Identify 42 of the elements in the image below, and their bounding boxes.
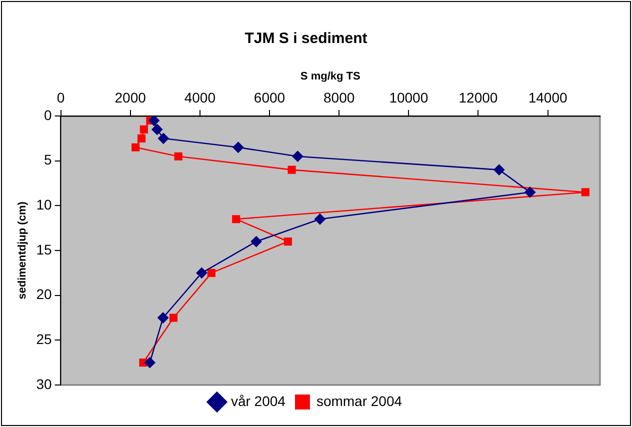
x-tick-label: 6000	[254, 89, 286, 106]
y-tick-label: 5	[44, 152, 52, 168]
x-tick-label: 12000	[458, 89, 498, 106]
point	[144, 357, 156, 368]
legend-label: sommar 2004	[316, 392, 402, 409]
point	[140, 125, 148, 134]
point	[174, 152, 182, 160]
point	[288, 166, 296, 174]
point	[158, 312, 169, 324]
point	[250, 236, 262, 248]
chart-title: TJM S i sediment	[244, 30, 368, 48]
y-tick-label: 25	[36, 331, 52, 348]
point	[207, 268, 216, 277]
y-tick-label: 30	[36, 376, 52, 392]
y-tick-label: 20	[36, 286, 52, 302]
y-axis-title: sedimentdjup (cm)	[16, 201, 29, 300]
point	[524, 186, 536, 198]
point	[232, 215, 240, 224]
x-tick-label: 14000	[528, 89, 568, 106]
point	[158, 132, 169, 144]
point	[292, 150, 304, 162]
x-tick-label: 0	[56, 89, 65, 106]
point	[152, 124, 163, 135]
point	[581, 188, 590, 196]
point	[314, 214, 326, 225]
point	[148, 116, 160, 126]
x-tick-label: 4000	[184, 89, 216, 106]
x-tick-label: 2000	[114, 89, 146, 106]
point	[169, 314, 178, 322]
point	[132, 143, 140, 152]
point	[196, 267, 208, 278]
y-tick-label: 15	[36, 241, 52, 258]
legend-label: vår 2004	[230, 392, 286, 409]
point	[284, 238, 292, 246]
point	[232, 142, 244, 153]
y-tick-label: 0	[44, 106, 52, 123]
point	[137, 134, 146, 142]
x-tick-label: 10000	[389, 89, 428, 106]
y-tick-label: 10	[36, 196, 52, 213]
point	[494, 164, 505, 176]
x-axis-title: S mg/kg TS	[300, 70, 360, 83]
x-tick-label: 8000	[324, 89, 355, 106]
